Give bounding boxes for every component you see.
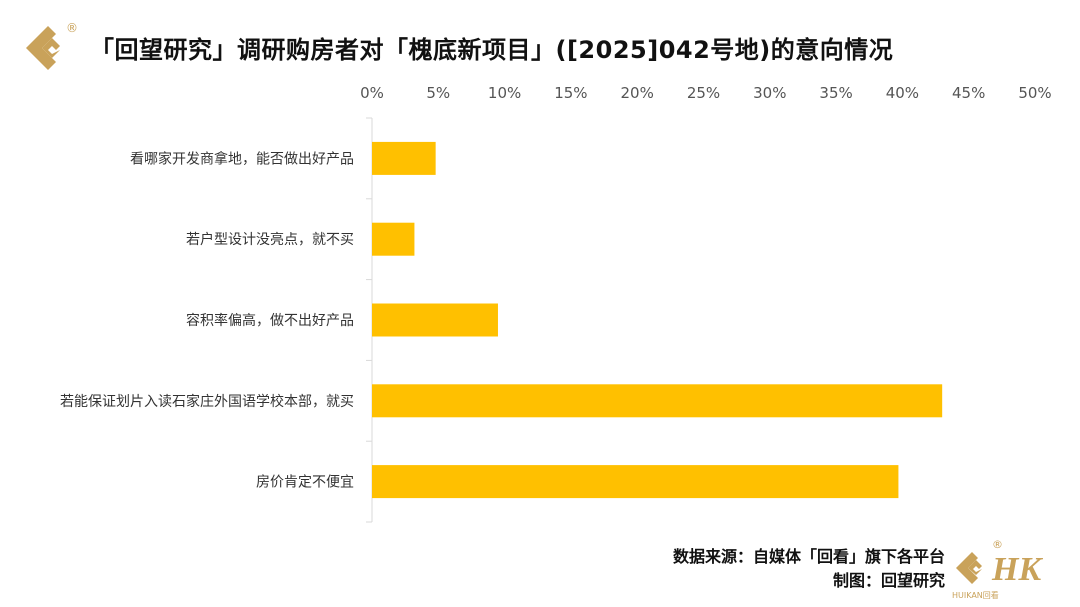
x-tick-label: 5%	[426, 84, 450, 102]
category-label: 若能保证划片入读石家庄外国语学校本部，就买	[60, 393, 354, 410]
x-tick-label: 10%	[488, 84, 521, 102]
svg-text:®: ®	[992, 538, 1003, 551]
chart-title: 「回望研究」调研购房者对「槐底新项目」([2025]042号地)的意向情况	[90, 36, 894, 64]
source-text: 数据来源：自媒体「回看」旗下各平台	[672, 547, 945, 566]
x-tick-label: 20%	[621, 84, 654, 102]
x-tick-label: 45%	[952, 84, 985, 102]
category-label: 若户型设计没亮点，就不买	[186, 231, 354, 248]
svg-text:HK: HK	[991, 551, 1043, 588]
source-block: 数据来源：自媒体「回看」旗下各平台 制图：回望研究	[673, 545, 945, 593]
x-tick-label: 50%	[1018, 84, 1051, 102]
bar	[372, 384, 943, 418]
x-tick-label: 40%	[886, 84, 919, 102]
brand-logo-icon: ®	[26, 21, 78, 70]
category-label: 房价肯定不便宜	[256, 475, 354, 491]
x-tick-label: 35%	[819, 84, 852, 102]
x-tick-label: 30%	[753, 84, 786, 102]
x-tick-label: 25%	[687, 84, 720, 102]
category-label: 看哪家开发商拿地，能否做出好产品	[130, 150, 354, 167]
brand-text: HUIKAN回看	[952, 591, 999, 600]
registered-mark: ®	[66, 21, 78, 35]
x-tick-label: 15%	[554, 84, 587, 102]
category-label: 容积率偏高，做不出好产品	[186, 312, 354, 329]
bar	[372, 303, 498, 337]
bar	[372, 222, 415, 256]
bar	[372, 141, 436, 175]
huikan-logo-icon: ® HK HUIKAN回看	[952, 538, 1043, 600]
bar	[372, 465, 899, 499]
credit-text: 制图：回望研究	[832, 571, 945, 590]
x-tick-label: 0%	[360, 84, 384, 102]
